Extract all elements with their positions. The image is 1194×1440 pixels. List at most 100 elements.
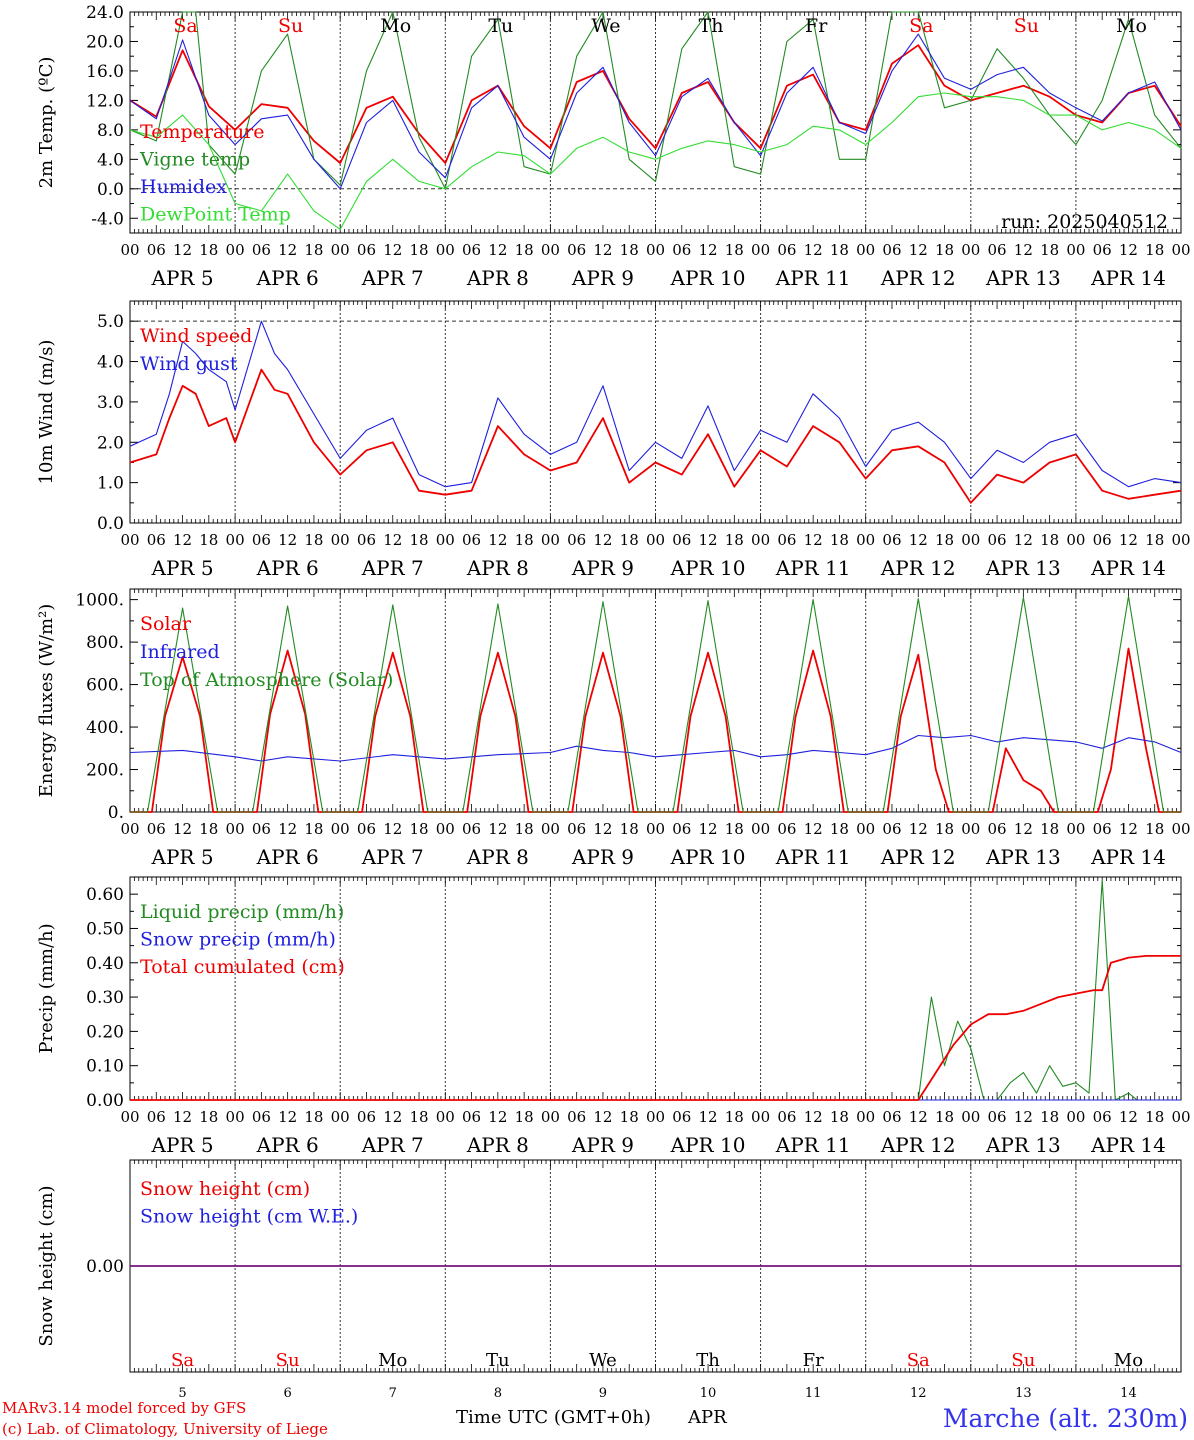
legend-entry: Solar [140, 613, 192, 635]
weekday-label: We [589, 1350, 617, 1371]
hour-label: 06 [357, 820, 376, 838]
hour-label: 12 [1119, 531, 1138, 549]
hour-label: 06 [252, 1108, 271, 1126]
hour-label: 12 [593, 1108, 612, 1126]
hour-label: 18 [409, 241, 428, 259]
panel-3: 0. 200. 400. 600. 800. 1000. Energy fluxes (W/… [36, 588, 1191, 869]
hour-label: 06 [882, 531, 901, 549]
weekday-label: Sa [173, 15, 197, 37]
date-label: APR 8 [466, 556, 529, 580]
series-line-top-of-atmosphere-solar- [130, 595, 1181, 813]
hour-label: 00 [436, 531, 455, 549]
weekday-label: Fr [805, 15, 828, 37]
hour-label: 12 [383, 1108, 402, 1126]
hour-label: 18 [199, 531, 218, 549]
hour-label: 12 [909, 820, 928, 838]
date-label: APR 13 [985, 845, 1061, 869]
hour-label: 18 [935, 820, 954, 838]
hour-label: 06 [252, 241, 271, 259]
date-label: APR 8 [466, 1133, 529, 1157]
hour-label: 12 [1119, 820, 1138, 838]
series-line-infrared [129, 734, 1182, 762]
hour-label: 12 [173, 531, 192, 549]
hour-label: 06 [147, 531, 166, 549]
y-axis-label: Energy fluxes (W/m²) [36, 604, 57, 798]
date-label: APR 7 [361, 845, 424, 869]
day-number-label: 12 [910, 1386, 927, 1401]
date-label: APR 13 [985, 1133, 1061, 1157]
y-tick-label: 0.30 [86, 988, 124, 1008]
hour-label: 12 [699, 531, 718, 549]
hour-label: 06 [147, 241, 166, 259]
hour-label: 18 [1145, 241, 1164, 259]
weekday-label: Mo [378, 1350, 407, 1371]
hour-label: 12 [383, 241, 402, 259]
hour-label: 06 [357, 241, 376, 259]
hour-label: 12 [383, 820, 402, 838]
hour-label: 06 [988, 1108, 1007, 1126]
date-label: APR 14 [1090, 1133, 1166, 1157]
date-label: APR 12 [880, 845, 956, 869]
hour-label: 12 [173, 820, 192, 838]
legend-entry: Humidex [140, 176, 227, 198]
series-line-temperature [129, 44, 1182, 164]
hour-label: 18 [199, 820, 218, 838]
day-number-label: 13 [1015, 1386, 1032, 1401]
hour-label: 00 [961, 531, 980, 549]
hour-label: 06 [882, 1108, 901, 1126]
hour-label: 18 [304, 1108, 323, 1126]
weekday-label: Mo [1116, 15, 1147, 37]
y-tick-label: 5.0 [97, 312, 124, 332]
panel-4: 0.00 0.10 0.20 0.30 0.40 0.50 0.60 Precip (mm/h… [36, 876, 1191, 1157]
y-tick-label: 0.0 [97, 180, 124, 200]
date-label: APR 5 [151, 1133, 214, 1157]
series-line-wind-speed [129, 368, 1182, 504]
hour-label: 12 [1119, 241, 1138, 259]
hour-label: 12 [699, 1108, 718, 1126]
hour-label: 18 [515, 531, 534, 549]
hour-label: 12 [909, 531, 928, 549]
legend-entry: Snow height (cm) [140, 1178, 310, 1200]
hour-label: 06 [462, 531, 481, 549]
legend-entry: Snow height (cm W.E.) [140, 1206, 358, 1228]
y-axis-label: 2m Temp. (ºC) [36, 57, 57, 189]
hour-label: 00 [120, 1108, 139, 1126]
hour-label: 00 [1171, 820, 1190, 838]
y-tick-label: 0.00 [86, 1091, 124, 1111]
hour-label: 06 [357, 531, 376, 549]
y-tick-label: 0. [108, 803, 124, 823]
legend-entry: Liquid precip (mm/h) [140, 901, 344, 923]
date-label: APR 6 [256, 556, 319, 580]
day-number-label: 11 [805, 1386, 822, 1401]
hour-label: 00 [226, 1108, 245, 1126]
weekday-label: Sa [907, 1350, 930, 1371]
hour-label: 00 [541, 531, 560, 549]
date-label: APR 11 [775, 266, 851, 290]
y-tick-label: 1.0 [97, 474, 124, 494]
hour-label: 18 [1040, 1108, 1059, 1126]
hour-label: 12 [278, 1108, 297, 1126]
hour-label: 06 [567, 820, 586, 838]
day-number-label: 7 [389, 1386, 397, 1401]
series-line-total-cumulated-cm- [130, 955, 1181, 1101]
legend-entry: Infrared [140, 641, 220, 663]
hour-label: 00 [120, 241, 139, 259]
hour-label: 12 [1014, 241, 1033, 259]
hour-label: 06 [1093, 531, 1112, 549]
date-label: APR 9 [571, 845, 634, 869]
hour-label: 18 [830, 820, 849, 838]
y-tick-label: 600. [86, 676, 124, 696]
hour-label: 06 [357, 1108, 376, 1126]
hour-label: 18 [515, 820, 534, 838]
hour-label: 00 [226, 241, 245, 259]
date-label: APR 8 [466, 845, 529, 869]
weekday-label: Su [1014, 15, 1039, 37]
hour-label: 00 [120, 820, 139, 838]
hour-label: 12 [278, 531, 297, 549]
y-tick-label: 800. [86, 633, 124, 653]
hour-label: 00 [751, 531, 770, 549]
hour-label: 00 [751, 241, 770, 259]
hour-label: 06 [777, 820, 796, 838]
hour-label: 00 [331, 1108, 350, 1126]
